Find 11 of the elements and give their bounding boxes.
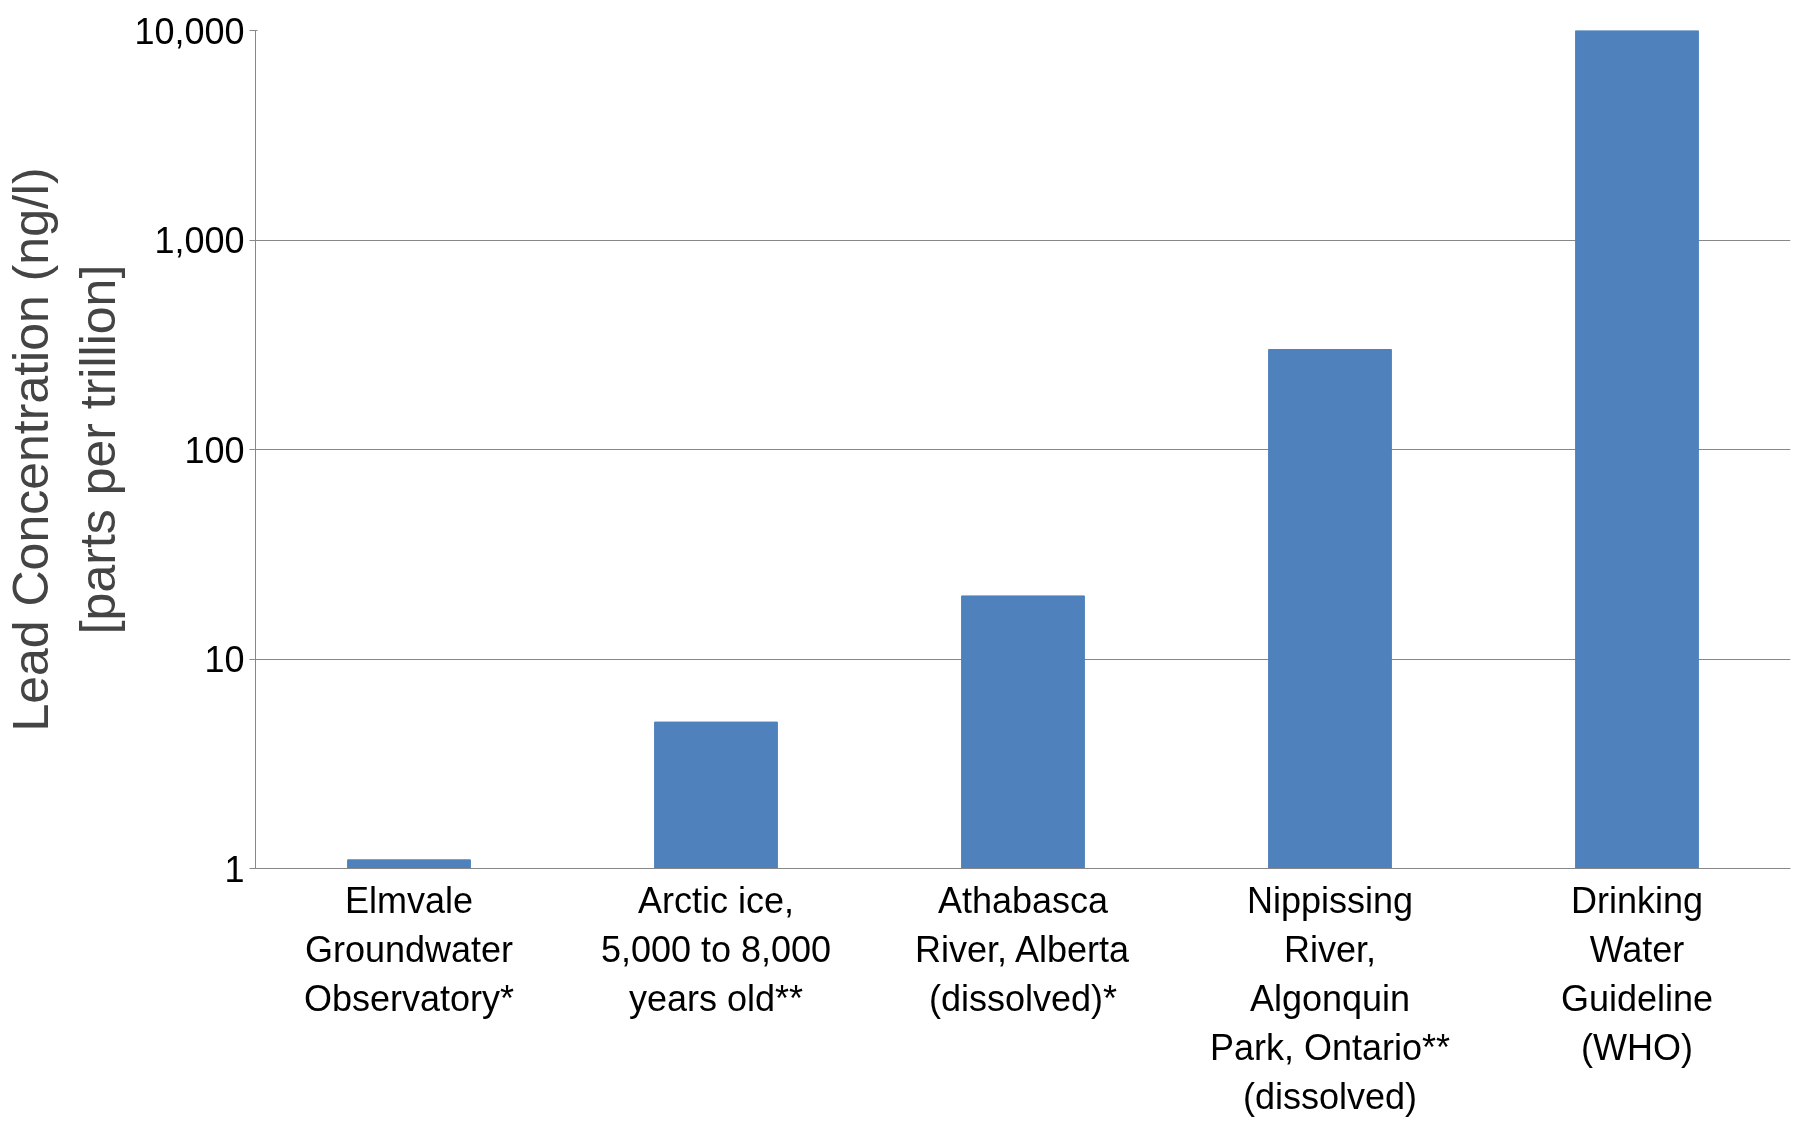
x-tick-label: Arctic ice, 5,000 to 8,000 years old** <box>600 879 832 1019</box>
x-tick-label: Athabasca River, Alberta (dissolved)* <box>914 879 1131 1019</box>
y-tick-label: 1 <box>224 848 245 890</box>
y-axis-title: Lead Concentration (ng/l) [parts per trillion] <box>3 167 127 732</box>
y-tick-label: 10 <box>204 639 245 680</box>
x-tick-label: Nippissing River, Algonquin Park, Ontario** (dissolved) <box>1209 879 1451 1118</box>
y-tick-label: 10,000 <box>134 10 245 52</box>
x-tick-label: Elmvale Groundwater Observatory* <box>303 879 515 1019</box>
y-tick-label: 100 <box>184 429 245 471</box>
y-tick-label: 1,000 <box>154 220 245 261</box>
x-tick-label: Drinking Water Guideline (WHO) <box>1560 879 1714 1069</box>
